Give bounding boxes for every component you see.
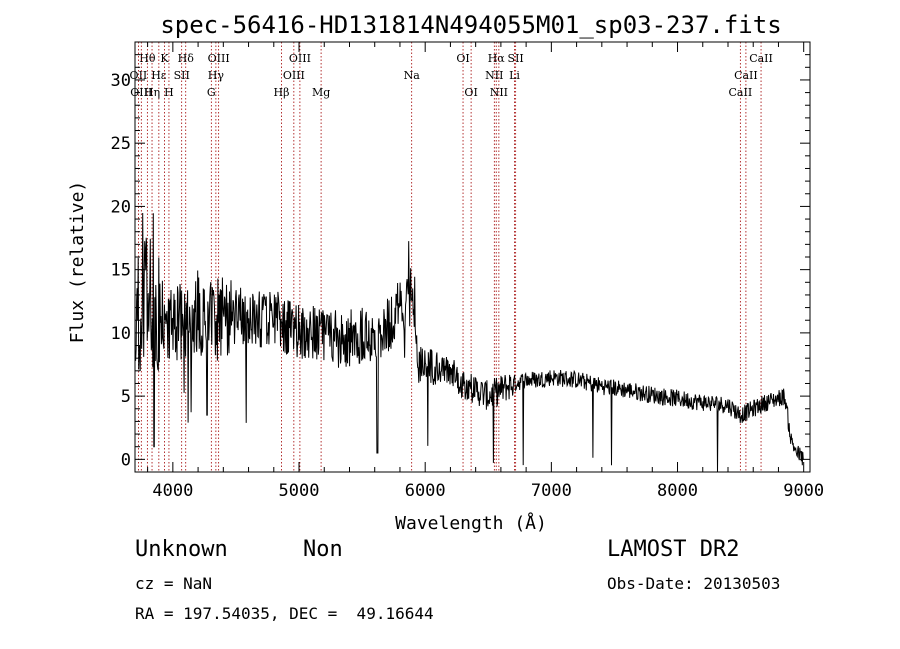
line-label-0: Hθ (139, 52, 156, 65)
line-label-2: Hε (151, 69, 167, 82)
x-tick-label-4000: 4000 (152, 481, 193, 501)
line-label-23: Li (509, 69, 520, 82)
y-tick-label-20: 20 (111, 197, 131, 217)
observation-date: Obs-Date: 20130503 (607, 574, 781, 593)
y-axis-label: Flux (relative) (67, 181, 88, 344)
line-label-13: OIII (283, 69, 305, 82)
x-tick-label-6000: 6000 (405, 481, 446, 501)
x-tick-label-8000: 8000 (657, 481, 698, 501)
redshift-value: cz = NaN (135, 574, 213, 593)
y-tick-label-0: 0 (121, 450, 131, 470)
y-tick-label-25: 25 (111, 134, 131, 154)
y-tick-label-30: 30 (111, 71, 131, 91)
x-tick-label-9000: 9000 (783, 481, 824, 501)
line-label-17: OI (456, 52, 469, 65)
y-tick-label-10: 10 (111, 324, 131, 344)
x-tick-label-5000: 5000 (279, 481, 320, 501)
spectrum-line (135, 212, 804, 473)
line-label-4: Hη (144, 86, 160, 99)
line-label-22: SII (508, 52, 524, 65)
plot-frame (134, 41, 811, 473)
line-label-25: CaII (734, 69, 758, 82)
line-label-20: NII (485, 69, 503, 82)
line-label-19: Hα (488, 52, 506, 65)
coordinates: RA = 197.54035, DEC = 49.16644 (135, 604, 434, 623)
line-label-11: G (207, 86, 216, 99)
line-label-18: OI (464, 86, 477, 99)
survey-name: LAMOST DR2 (607, 537, 740, 562)
line-label-24: CaII (749, 52, 773, 65)
line-label-14: Hβ (274, 86, 290, 99)
line-label-3: OIII (130, 86, 152, 99)
line-label-26: CaII (729, 86, 753, 99)
object-subclass: Non (303, 537, 343, 562)
line-label-21: NII (490, 86, 508, 99)
line-label-1: OII (130, 69, 148, 82)
x-tick-label-7000: 7000 (531, 481, 572, 501)
line-label-16: Na (404, 69, 421, 82)
line-label-12: OIII (289, 52, 311, 65)
line-label-9: OIII (208, 52, 230, 65)
chart-title: spec-56416-HD131814N494055M01_sp03-237.f… (160, 11, 781, 39)
y-tick-label-5: 5 (121, 387, 131, 407)
line-label-7: H (164, 86, 174, 99)
y-tick-label-15: 15 (111, 261, 131, 281)
line-label-6: SII (174, 69, 190, 82)
line-label-5: K (160, 52, 169, 65)
line-label-8: Hδ (178, 52, 195, 65)
line-label-10: Hγ (208, 69, 225, 82)
object-class: Unknown (135, 537, 228, 562)
line-label-15: Mg (312, 86, 330, 99)
x-axis-label: Wavelength (Å) (395, 512, 547, 534)
